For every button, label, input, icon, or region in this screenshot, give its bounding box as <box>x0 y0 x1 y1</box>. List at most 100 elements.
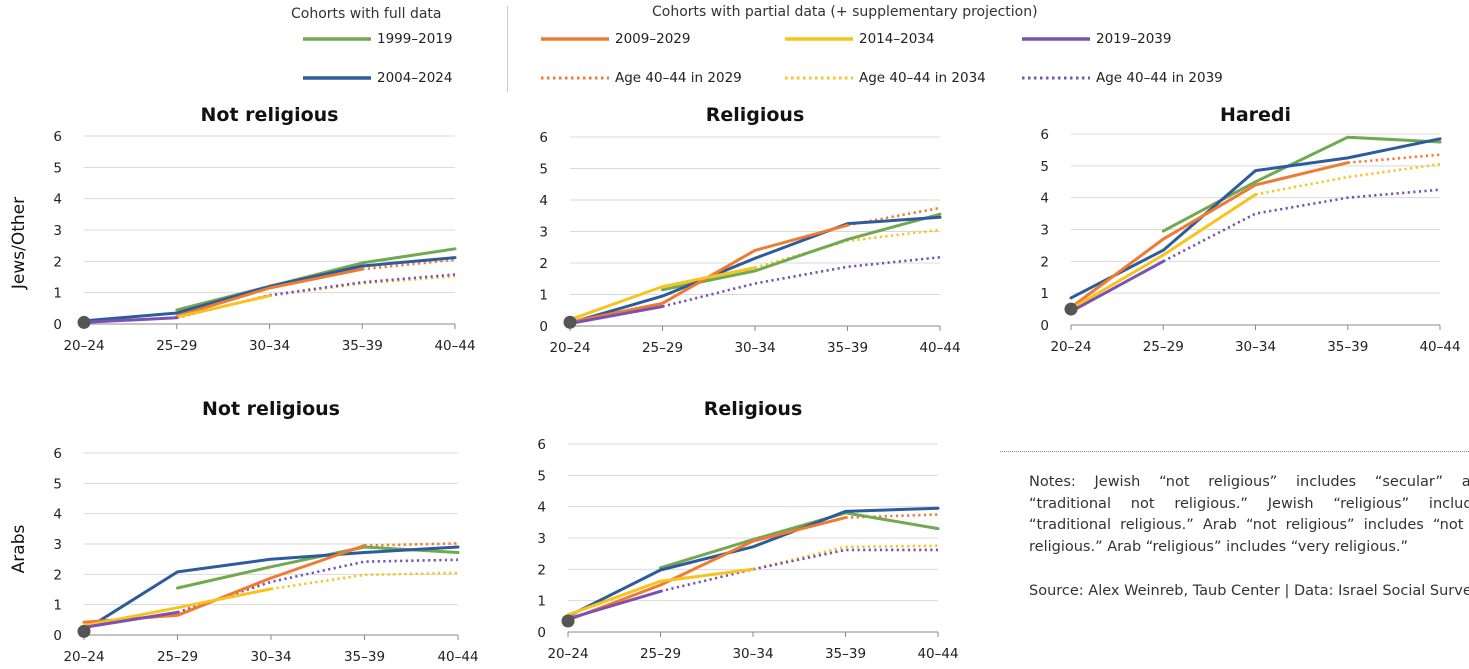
series-line-solid <box>1069 161 1350 309</box>
start-point-marker <box>77 624 91 638</box>
y-tick-label: 2 <box>1040 254 1049 270</box>
legend-item-age-40-44-in-2034: Age 40–44 in 2034 <box>785 70 986 86</box>
series-line-solid <box>661 212 942 292</box>
x-tick-label: 35–39 <box>825 646 866 662</box>
x-tick-label: 25–29 <box>157 649 198 665</box>
legend-label: Age 40–44 in 2039 <box>1096 70 1223 86</box>
x-tick-label: 30–34 <box>250 649 291 665</box>
y-tick-label: 6 <box>53 129 62 145</box>
chart-panel-4: Not religious 0 1 2 3 4 5 6 20–24 25–29 30–34 35–39… <box>53 398 478 665</box>
series-line-dotted <box>662 256 941 308</box>
legend-item-2019-2039: 2019–2039 <box>1022 31 1171 47</box>
y-tick-label: 2 <box>53 567 62 583</box>
legend-label: 2014–2034 <box>859 31 935 47</box>
legend-item-age-40-44-in-2039: Age 40–44 in 2039 <box>1022 70 1223 86</box>
y-tick-label: 6 <box>1040 127 1049 143</box>
start-point-marker <box>561 614 575 628</box>
y-tick-label: 3 <box>1040 223 1049 239</box>
y-tick-label: 6 <box>537 437 546 453</box>
series-line-solid <box>175 294 271 319</box>
x-tick-label: 20–24 <box>63 649 104 665</box>
legend-swatch-solid <box>541 37 609 41</box>
x-tick-label: 25–29 <box>640 646 681 662</box>
legend-label: Age 40–44 in 2029 <box>615 70 742 86</box>
series-line-dotted <box>176 273 456 319</box>
series-line-solid <box>82 587 273 628</box>
y-tick-label: 0 <box>537 625 546 641</box>
legend: Cohorts with full data Cohorts with part… <box>0 0 1469 100</box>
series-line-dotted <box>1347 153 1441 164</box>
series-line-dotted <box>847 206 941 227</box>
start-point-marker <box>1064 302 1078 316</box>
y-tick-label: 4 <box>539 193 548 209</box>
series-line-dotted <box>1162 188 1441 263</box>
y-tick-label: 0 <box>1040 318 1049 334</box>
series-line-solid <box>566 567 755 617</box>
series-line-solid <box>659 511 940 570</box>
y-tick-label: 5 <box>53 476 62 492</box>
y-tick-label: 1 <box>53 286 62 302</box>
legend-divider <box>507 6 508 92</box>
series-line-dotted <box>177 558 459 614</box>
chart-title: Haredi <box>1220 104 1291 126</box>
x-tick-label: 30–34 <box>734 340 775 356</box>
source-text: Source: Alex Weinreb, Taub Center | Data… <box>1029 583 1469 599</box>
legend-label: 1999–2019 <box>377 31 453 47</box>
notes-box: Notes: Jewish “not religious” includes “… <box>1000 451 1469 669</box>
series-line-dotted <box>845 513 939 519</box>
series-line-solid <box>566 589 662 621</box>
y-tick-label: 3 <box>539 225 548 241</box>
x-tick-label: 25–29 <box>642 340 683 356</box>
chart-title: Religious <box>706 104 805 126</box>
x-tick-label: 35–39 <box>344 649 385 665</box>
y-tick-label: 0 <box>53 317 62 333</box>
y-tick-label: 5 <box>537 468 546 484</box>
y-tick-label: 2 <box>539 256 548 272</box>
x-tick-label: 35–39 <box>1327 339 1368 355</box>
y-tick-label: 4 <box>537 500 546 516</box>
legend-item-2004-2024: 2004–2024 <box>303 70 452 86</box>
y-tick-label: 5 <box>539 162 548 178</box>
y-tick-label: 3 <box>53 223 62 239</box>
legend-item-age-40-44-in-2029: Age 40–44 in 2029 <box>541 70 742 86</box>
series-line-solid <box>568 215 942 325</box>
legend-swatch-solid <box>303 37 371 41</box>
y-tick-label: 4 <box>53 192 62 208</box>
legend-item-2014-2034: 2014–2034 <box>785 31 934 47</box>
legend-label: Age 40–44 in 2034 <box>859 70 986 86</box>
y-tick-label: 6 <box>539 130 548 146</box>
series-line-solid <box>566 516 847 622</box>
series-line-solid <box>82 545 460 632</box>
y-tick-label: 6 <box>53 446 62 462</box>
x-tick-label: 20–24 <box>547 646 588 662</box>
x-tick-label: 20–24 <box>1050 339 1091 355</box>
series-line-solid <box>568 305 664 325</box>
legend-header-partial-data: Cohorts with partial data (+ supplementa… <box>652 4 1038 20</box>
y-tick-label: 0 <box>539 319 548 335</box>
chart-title: Religious <box>704 398 803 420</box>
series-line-dotted <box>362 258 456 271</box>
x-tick-label: 40–44 <box>1419 339 1460 355</box>
y-tick-label: 1 <box>53 598 62 614</box>
x-tick-label: 30–34 <box>732 646 773 662</box>
chart-panel-5: Religious 0 1 2 3 4 5 6 20–24 25–29 30–34 35–39 40–4… <box>537 398 958 662</box>
y-tick-label: 5 <box>53 160 62 176</box>
legend-label: 2009–2029 <box>615 31 691 47</box>
series-line-solid <box>175 267 364 318</box>
series-line-solid <box>568 266 757 322</box>
x-tick-label: 40–44 <box>917 646 958 662</box>
y-tick-label: 2 <box>537 562 546 578</box>
legend-label: 2004–2024 <box>377 70 453 86</box>
start-point-marker <box>563 315 577 329</box>
x-tick-label: 40–44 <box>919 340 960 356</box>
y-tick-label: 5 <box>1040 159 1049 175</box>
legend-swatch-solid <box>785 37 853 41</box>
legend-label: 2019–2039 <box>1096 31 1172 47</box>
y-tick-label: 3 <box>537 531 546 547</box>
x-tick-label: 35–39 <box>827 340 868 356</box>
x-tick-label: 30–34 <box>1235 339 1276 355</box>
y-tick-label: 3 <box>53 537 62 553</box>
chart-title: Not religious <box>201 104 339 126</box>
legend-header-full-data: Cohorts with full data <box>291 6 442 22</box>
